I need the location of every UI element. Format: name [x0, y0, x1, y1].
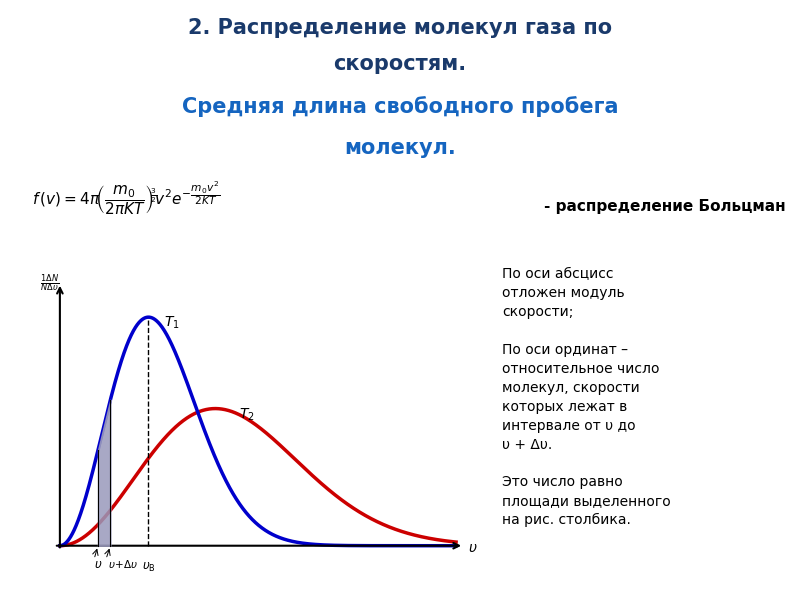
Text: $\upsilon$: $\upsilon$ [94, 558, 102, 571]
Text: $\upsilon_\mathrm{B}$: $\upsilon_\mathrm{B}$ [142, 560, 155, 574]
Text: По оси абсцисс
отложен модуль
скорости;

По оси ординат –
относительное число
мо: По оси абсцисс отложен модуль скорости; … [502, 267, 670, 527]
Text: $\frac{1}{N}\!\frac{\Delta N}{\Delta \upsilon}$: $\frac{1}{N}\!\frac{\Delta N}{\Delta \up… [40, 272, 60, 294]
Text: - распределение Больцман: - распределение Больцман [544, 199, 786, 214]
Text: $f\,(v) = 4\pi\!\left(\dfrac{m_0}{2\pi KT}\right)^{\!\!\frac{3}{2}}\!v^2 e^{-\df: $f\,(v) = 4\pi\!\left(\dfrac{m_0}{2\pi K… [32, 180, 220, 217]
Text: $T_1$: $T_1$ [164, 314, 180, 331]
Text: $\upsilon\!+\!\Delta\upsilon$: $\upsilon\!+\!\Delta\upsilon$ [108, 558, 138, 570]
Text: Средняя длина свободного пробега: Средняя длина свободного пробега [182, 96, 618, 117]
Text: 2. Распределение молекул газа по: 2. Распределение молекул газа по [188, 18, 612, 38]
Text: скоростям.: скоростям. [334, 54, 466, 74]
Text: $\upsilon$: $\upsilon$ [468, 541, 478, 555]
Text: молекул.: молекул. [344, 138, 456, 158]
Text: $T_2$: $T_2$ [239, 406, 254, 422]
